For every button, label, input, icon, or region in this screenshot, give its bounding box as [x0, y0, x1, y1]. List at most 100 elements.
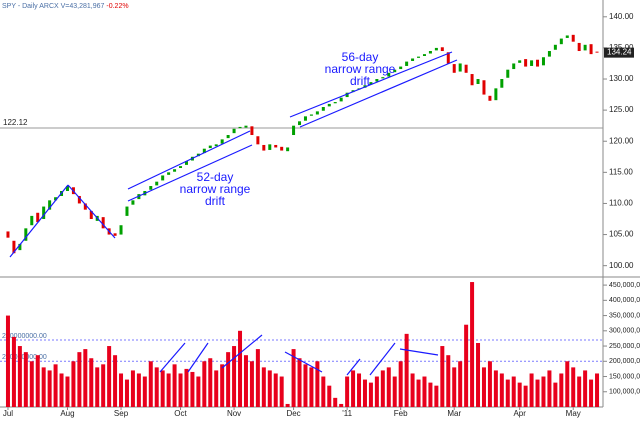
- y-tick-label: 100.00: [609, 261, 634, 270]
- volume-bar: [493, 370, 498, 407]
- volume-bar: [77, 352, 82, 407]
- candle-body: [161, 175, 165, 181]
- volume-bar: [589, 379, 594, 407]
- trend-line: [346, 358, 361, 376]
- trend-line: [299, 59, 458, 128]
- candle-body: [286, 147, 290, 152]
- volume-bar: [327, 385, 332, 407]
- trend-line: [67, 184, 116, 239]
- x-tick-label: Jul: [3, 409, 13, 418]
- trend-line: [9, 184, 69, 258]
- candle-body: [333, 102, 337, 104]
- x-tick-label: Oct: [174, 409, 187, 418]
- volume-bar: [339, 403, 344, 407]
- y-tick-label: 130.00: [609, 74, 634, 83]
- candle-body: [381, 77, 385, 79]
- volume-bar: [113, 355, 118, 407]
- volume-bar: [59, 373, 64, 407]
- candle-body: [428, 51, 432, 54]
- chart-header: SPY - Daily ARCX V=43,281,967 -0.22%: [2, 3, 129, 10]
- volume-bar: [130, 370, 135, 407]
- candle-body: [476, 79, 480, 84]
- candle-body: [131, 200, 135, 205]
- candle-body: [464, 64, 468, 73]
- volume-bar: [511, 376, 516, 407]
- candle-body: [524, 59, 528, 67]
- candle-body: [506, 69, 510, 78]
- volume-bar: [166, 373, 171, 407]
- candle-body: [256, 136, 260, 145]
- volume-bar: [553, 382, 558, 407]
- volume-bar: [535, 379, 540, 407]
- x-tick-label: Feb: [394, 409, 408, 418]
- candle-body: [571, 34, 575, 42]
- volume-bar: [35, 355, 40, 407]
- candle-body: [536, 59, 540, 67]
- volume-bar: [571, 367, 576, 407]
- volume-bar: [17, 346, 22, 407]
- candle-body: [541, 57, 545, 66]
- volume-bar: [214, 370, 219, 407]
- volume-bar: [458, 361, 463, 407]
- x-tick-label: May: [566, 409, 581, 418]
- candle-body: [393, 69, 397, 73]
- volume-bar: [261, 367, 266, 407]
- candle-body: [6, 231, 10, 238]
- candle-body: [292, 125, 296, 136]
- candle-body: [488, 95, 492, 101]
- x-tick-label: Dec: [286, 409, 300, 418]
- y-tick-label: 200,000,000: [609, 358, 640, 365]
- candle-body: [54, 197, 58, 201]
- candle-body: [339, 97, 343, 102]
- candle-body: [345, 92, 349, 98]
- candle-body: [494, 88, 498, 101]
- y-tick-label: 115.00: [609, 167, 633, 176]
- volume-bar: [95, 367, 100, 407]
- candle-body: [65, 186, 69, 192]
- candle-body: [155, 181, 159, 186]
- x-tick-label: Aug: [60, 409, 74, 418]
- volume-bar: [65, 376, 70, 407]
- volume-bar: [136, 373, 141, 407]
- volume-bar: [119, 373, 124, 407]
- trend-line: [369, 342, 396, 376]
- volume-bar: [345, 376, 350, 407]
- candle-body: [303, 116, 307, 121]
- candle-body: [321, 107, 325, 111]
- y-tick-label: 105.00: [609, 230, 634, 239]
- x-tick-label: '11: [342, 409, 352, 418]
- volume-bar: [53, 364, 58, 407]
- volume-bar: [368, 382, 373, 407]
- volume-bar: [446, 355, 451, 407]
- volume-bar: [386, 367, 391, 407]
- volume-bar: [107, 346, 112, 407]
- candle-body: [167, 172, 171, 175]
- annotation: narrow range: [180, 182, 251, 196]
- volume-bar: [547, 370, 552, 407]
- last-price-box: [604, 47, 634, 58]
- reference-label: 122.12: [3, 118, 28, 127]
- candle-body: [405, 61, 409, 66]
- candle-body: [262, 144, 266, 151]
- candle-body: [589, 44, 593, 55]
- candle-body: [327, 103, 331, 107]
- volume-bar: [279, 376, 284, 407]
- volume-bar: [5, 315, 10, 407]
- annotation: narrow range: [325, 62, 396, 76]
- volume-bar: [148, 361, 153, 407]
- volume-bar: [220, 364, 225, 407]
- volume-bar: [392, 376, 397, 407]
- candle-body: [268, 144, 272, 150]
- candle-body: [565, 35, 569, 38]
- annotation: drift: [350, 74, 371, 88]
- candle-body: [113, 233, 117, 236]
- volume-bar: [249, 361, 254, 407]
- volume-bar: [315, 361, 320, 407]
- annotation: 56-day: [342, 50, 379, 64]
- volume-bar: [89, 358, 94, 407]
- volume-bar: [517, 382, 522, 407]
- candle-body: [220, 139, 224, 144]
- candle-body: [399, 66, 403, 70]
